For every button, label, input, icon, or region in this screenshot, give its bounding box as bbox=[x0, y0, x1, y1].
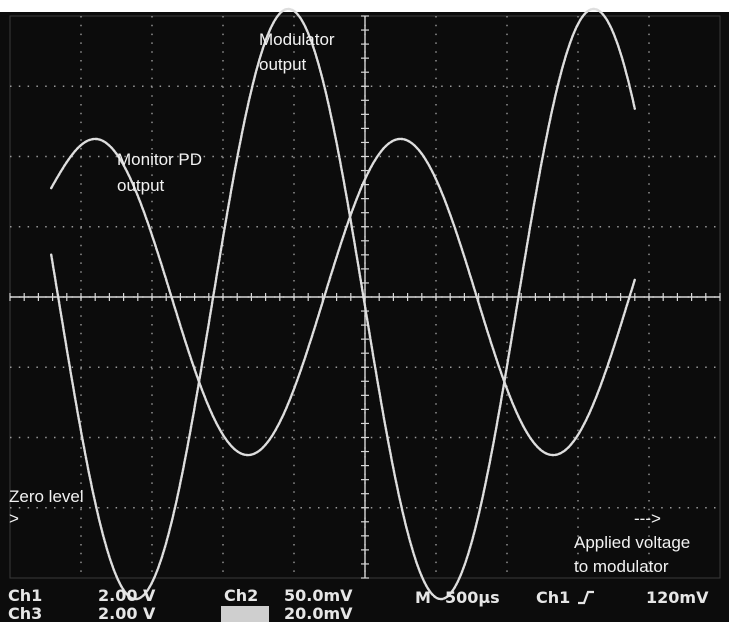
annotation-applied-voltage-line1: Applied voltage bbox=[574, 533, 690, 552]
status-ch3-value: 2.00 V bbox=[98, 604, 156, 622]
trace-modulator-output bbox=[50, 7, 636, 601]
status-ch1-label: Ch1 bbox=[8, 586, 42, 605]
status-trigger-source: Ch1 bbox=[536, 588, 570, 607]
status-ch4-label-box bbox=[221, 606, 269, 622]
annotation-modulator-output-line2: output bbox=[259, 55, 307, 74]
annotation-monitor-pd-output: Monitor PD output bbox=[117, 150, 202, 195]
trace-layer bbox=[50, 7, 636, 601]
status-ch2-value: 50.0mV bbox=[284, 586, 353, 605]
trigger-slope-icon bbox=[578, 590, 594, 605]
annotation-modulator-output: Modulator output bbox=[259, 30, 335, 74]
annotation-applied-voltage: Applied voltage to modulator bbox=[574, 533, 690, 576]
annotation-arrow: ---> bbox=[634, 509, 661, 528]
annotation-zero-level-marker: > bbox=[9, 509, 19, 528]
status-bar: Ch1 2.00 V Ch2 50.0mV Ch3 2.00 V 20.0mV … bbox=[8, 586, 709, 622]
status-trigger-level: 120mV bbox=[646, 588, 709, 607]
annotation-monitor-pd-line1: Monitor PD bbox=[117, 150, 202, 169]
annotation-monitor-pd-line2: output bbox=[117, 176, 165, 195]
status-ch2-label: Ch2 bbox=[224, 586, 258, 605]
trace-monitor-pd-output bbox=[50, 137, 636, 457]
top-bezel bbox=[0, 0, 729, 12]
annotation-modulator-output-line1: Modulator bbox=[259, 30, 335, 49]
annotation-applied-voltage-line2: to modulator bbox=[574, 557, 669, 576]
status-ch3-label: Ch3 bbox=[8, 604, 42, 622]
status-timebase-value: 500µs bbox=[445, 588, 500, 607]
annotation-zero-level-line1: Zero level bbox=[9, 487, 84, 506]
annotation-zero-level: Zero level > bbox=[9, 487, 84, 528]
status-ch1-value: 2.00 V bbox=[98, 586, 156, 605]
status-ch4-value: 20.0mV bbox=[284, 604, 353, 622]
graticule bbox=[9, 15, 721, 579]
status-timebase-label: M bbox=[415, 588, 431, 607]
